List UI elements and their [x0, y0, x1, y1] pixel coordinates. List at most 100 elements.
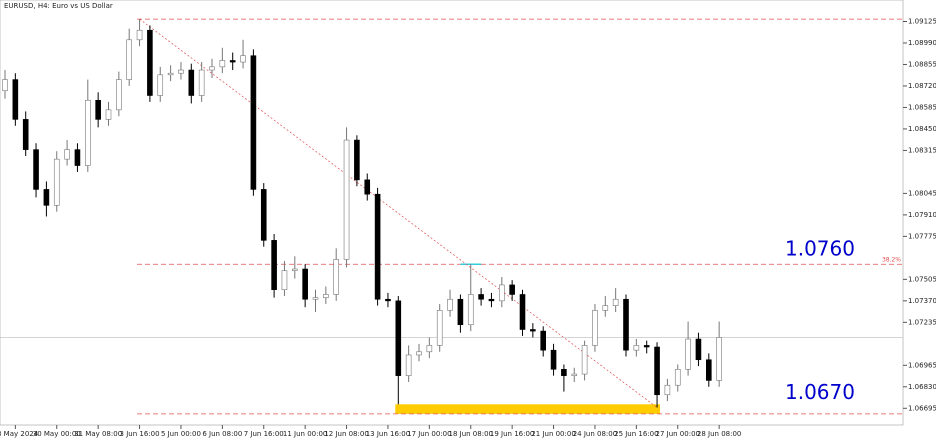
x-tick-label: 27 Jun 00:00 [656, 430, 700, 438]
y-tick-label: 1.08045 [908, 189, 936, 197]
candle-body [178, 69, 184, 74]
y-tick-label: 1.08450 [908, 125, 936, 133]
y-tick-label: 1.07235 [908, 318, 936, 326]
candle-body [126, 39, 132, 80]
candle-body [2, 79, 8, 92]
candle-body [550, 349, 557, 370]
candle-body [426, 345, 433, 353]
y-tick-label: 1.07370 [908, 297, 936, 305]
candle-body [467, 294, 474, 326]
x-tick-label: 5 Jun 00:00 [161, 430, 201, 438]
candle-body [250, 55, 257, 190]
candle-body [260, 189, 267, 241]
candle-body [509, 284, 515, 295]
x-tick-label: 31 May 08:00 [74, 430, 122, 438]
y-tick-label: 1.08990 [908, 39, 936, 47]
candle-body [581, 345, 588, 375]
candle-body [602, 305, 609, 311]
candle-body [674, 368, 681, 386]
y-tick-label: 1.07505 [908, 275, 936, 283]
candle-body [116, 79, 122, 111]
candle-body [561, 368, 567, 376]
x-tick-label: 28 Jun 08:00 [697, 430, 741, 438]
candle-body [85, 99, 91, 166]
x-tick-label: 25 Jun 16:00 [614, 430, 658, 438]
candle-body [436, 310, 443, 346]
candle-body [447, 298, 453, 311]
candle-body [705, 359, 712, 381]
candle-body [167, 72, 174, 76]
y-tick-label: 1.06965 [908, 361, 936, 369]
candle-body [219, 60, 226, 68]
candle-body [385, 298, 391, 302]
candle-body [405, 354, 412, 376]
y-tick-label: 1.08315 [908, 146, 936, 154]
y-tick-label: 1.06830 [908, 383, 936, 391]
candle-body [695, 338, 702, 361]
candle-body [105, 109, 112, 120]
candle-body [540, 330, 547, 351]
candle-body [623, 298, 629, 351]
candle-body [209, 66, 215, 71]
candle-body [643, 345, 650, 348]
y-tick-label: 1.08720 [908, 82, 936, 90]
candle-body [488, 298, 495, 302]
plot-frame [0, 0, 904, 426]
x-tick-label: 11 Jun 00:00 [283, 430, 327, 438]
candle-body [64, 149, 70, 160]
candle-body [281, 270, 288, 291]
candle-body [716, 337, 722, 381]
y-tick-label: 1.07775 [908, 232, 936, 240]
x-tick-label: 24 Jun 08:00 [573, 430, 617, 438]
candle-body [240, 55, 246, 63]
candle-body [12, 79, 19, 120]
x-tick-label: 30 May 00:00 [33, 430, 81, 438]
y-tick-label: 1.08585 [908, 103, 936, 111]
candle-body [136, 29, 143, 41]
candle-body [157, 74, 164, 96]
x-tick-label: 3 Jun 16:00 [120, 430, 160, 438]
x-tick-label: 18 Jun 08:00 [449, 430, 493, 438]
candle-body [478, 294, 484, 300]
candle-body [498, 284, 505, 302]
candle-body [592, 310, 598, 346]
y-tick-label: 1.08855 [908, 60, 936, 68]
y-tick-label: 1.07910 [908, 211, 936, 219]
candle-body [188, 69, 195, 96]
candle-body [654, 346, 660, 396]
x-tick-label: 21 Jun 00:00 [531, 430, 575, 438]
candle-body [685, 338, 691, 370]
candle-body [198, 69, 205, 96]
candle-body [74, 149, 81, 166]
candle-body [291, 268, 298, 271]
chart-title: EURUSD, H4: Euro vs US Dollar [4, 2, 113, 10]
price-annotation: 1.0760 [785, 237, 855, 261]
candle-body [95, 99, 101, 120]
candle-body [633, 345, 640, 351]
candle-body [664, 384, 671, 396]
candle-body [519, 294, 526, 330]
candle-body [530, 329, 536, 332]
candle-body [229, 60, 236, 63]
candle-body [22, 119, 29, 150]
candle-body [571, 373, 578, 376]
candle-body [271, 240, 277, 291]
x-tick-label: 19 Jun 16:00 [490, 430, 534, 438]
y-tick-label: 1.06695 [908, 404, 936, 412]
y-tick-label: 1.09125 [908, 17, 936, 25]
candle-body [612, 298, 619, 306]
x-tick-label: 28 May 2024 [0, 430, 39, 438]
candle-body [53, 158, 60, 206]
x-tick-label: 12 Jun 08:00 [324, 430, 368, 438]
x-tick-label: 17 Jun 00:00 [407, 430, 451, 438]
x-tick-label: 7 Jun 16:00 [244, 430, 284, 438]
candle-body [302, 268, 308, 300]
candle-body [43, 189, 50, 206]
candle-body [343, 139, 350, 260]
candle-body [457, 298, 464, 326]
x-tick-label: 13 Jun 16:00 [366, 430, 410, 438]
candle-body [395, 300, 402, 376]
fib-label: 38.2% [882, 257, 901, 264]
candle-body [364, 179, 371, 195]
